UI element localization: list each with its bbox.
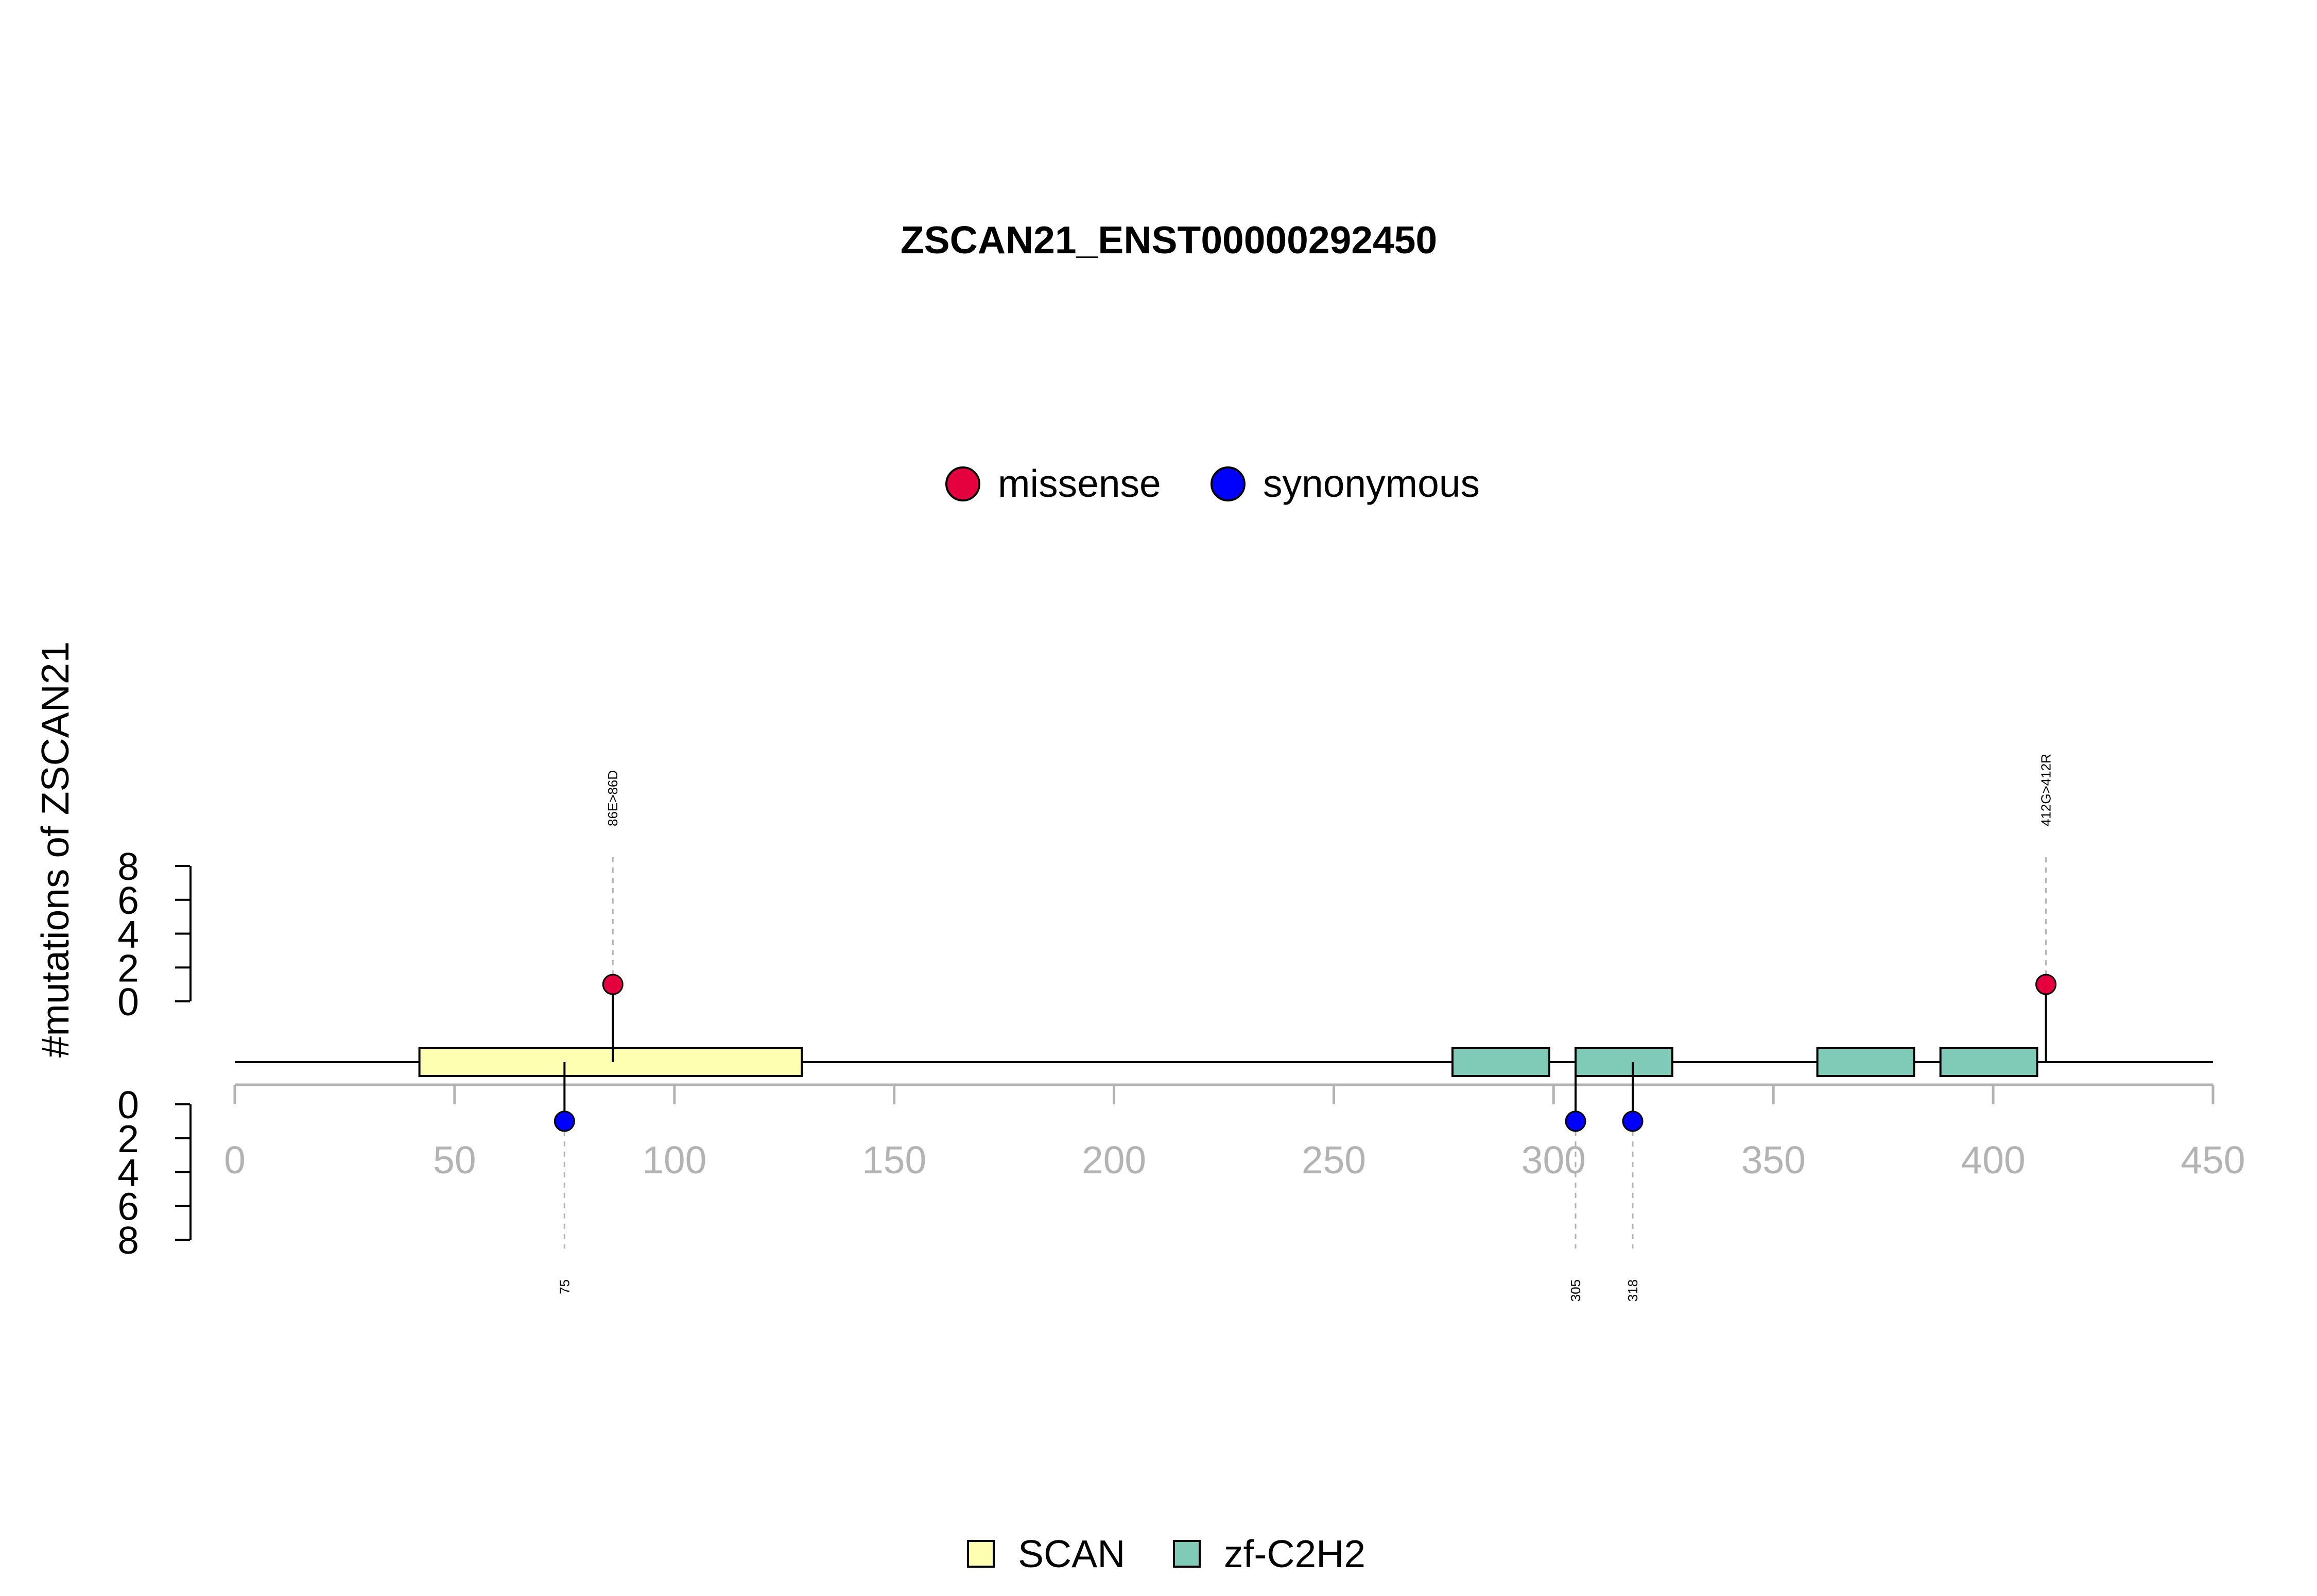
- domain-zf-c2h2: [1451, 1047, 1550, 1077]
- domain-legend-label-scan: SCAN: [1018, 1532, 1125, 1575]
- domain-legend-label-zf-c2h2: zf-C2H2: [1224, 1532, 1365, 1575]
- y-top-tick-label: 2: [117, 946, 139, 990]
- legend-label-synonymous: synonymous: [1263, 462, 1480, 505]
- y-bottom-tick-label: 0: [117, 1083, 139, 1126]
- legend-marker-missense: [945, 466, 980, 501]
- legend-marker-synonymous: [1211, 466, 1246, 501]
- x-tick-label: 100: [642, 1138, 706, 1182]
- x-tick-label: 350: [1741, 1138, 1806, 1182]
- x-tick-label: 250: [1302, 1138, 1366, 1182]
- y-top-tick-label: 0: [117, 980, 139, 1023]
- mutation-label: 412G>412R: [2038, 754, 2054, 826]
- domain-zf-c2h2: [1575, 1047, 1673, 1077]
- y-bottom-tick-label: 2: [117, 1117, 139, 1160]
- chart-title: ZSCAN21_ENST00000292450: [901, 218, 1437, 262]
- protein-domains: [418, 1047, 2038, 1077]
- y-bottom-tick-label: 8: [117, 1219, 139, 1262]
- mutation-point: [554, 1111, 575, 1132]
- y-bottom-tick-label: 4: [117, 1151, 139, 1194]
- x-axis: 0 50 100 150 200 250 300 350 400 450: [224, 1083, 2245, 1182]
- domain-legend-swatch-zf-c2h2: [1173, 1540, 1201, 1568]
- mutation-missense: 86E>86D: [602, 770, 624, 1062]
- mutation-point: [1565, 1111, 1586, 1132]
- mutation-missense: 412G>412R: [2035, 754, 2057, 1062]
- mutation-label: 75: [557, 1279, 572, 1294]
- mutation-point: [1622, 1111, 1644, 1132]
- mutation-label: 86E>86D: [605, 770, 620, 826]
- y-top-tick-label: 6: [117, 879, 139, 922]
- mutation-synonymous: 305: [1565, 1062, 1586, 1302]
- domain-scan: [418, 1047, 803, 1077]
- mutation-synonymous: 75: [554, 1062, 575, 1294]
- mutation-point: [2035, 974, 2057, 995]
- mutations: 86E>86D 412G>412R 75 305 318: [554, 754, 2057, 1302]
- domain-legend: SCAN zf-C2H2: [967, 1532, 1365, 1575]
- domain-zf-c2h2: [1816, 1047, 1915, 1077]
- y-bottom-tick-label: 6: [117, 1185, 139, 1228]
- mutation-point: [602, 974, 624, 995]
- x-tick-label: 450: [2181, 1138, 2245, 1182]
- x-tick-label: 0: [224, 1138, 246, 1182]
- y-top-tick-label: 4: [117, 913, 139, 956]
- x-tick-label: 50: [433, 1138, 476, 1182]
- x-tick-label: 200: [1082, 1138, 1146, 1182]
- x-tick-label: 400: [1961, 1138, 2026, 1182]
- mutation-label: 318: [1625, 1279, 1640, 1302]
- y-top-tick-label: 8: [117, 845, 139, 888]
- domain-zf-c2h2: [1939, 1047, 2038, 1077]
- y-axis-label: #mutations of ZSCAN21: [33, 641, 77, 1058]
- x-tick-label: 150: [862, 1138, 926, 1182]
- mutation-synonymous: 318: [1622, 1062, 1644, 1302]
- mutation-legend: missense synonymous: [945, 462, 1480, 505]
- mutation-label: 305: [1568, 1279, 1583, 1302]
- legend-label-missense: missense: [998, 462, 1161, 505]
- domain-legend-swatch-scan: [967, 1540, 995, 1568]
